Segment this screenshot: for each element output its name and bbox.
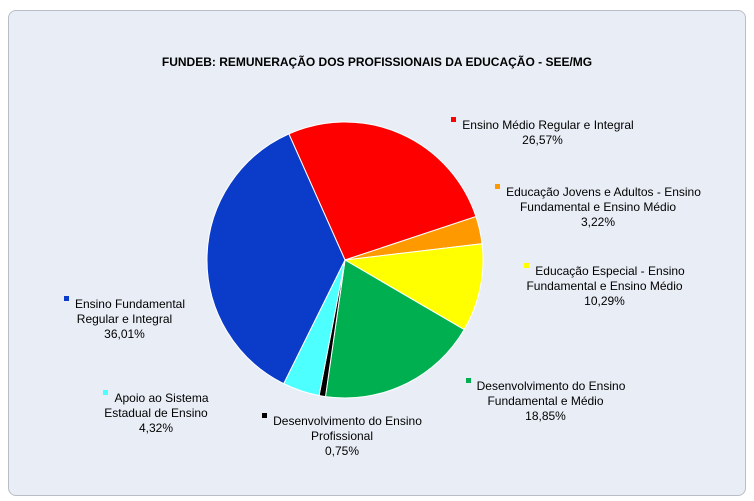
data-label: Educação Jovens e Adultos - Ensino Funda… — [468, 184, 728, 230]
value-label: 3,22% — [580, 215, 616, 229]
pie-slice — [206, 133, 346, 385]
chart-title: FUNDEB: REMUNERAÇÃO DOS PROFISSIONAIS DA… — [161, 55, 593, 69]
pie-slice — [288, 121, 477, 261]
category-label: Educação Jovens e Adultos - Ensino Funda… — [506, 185, 701, 214]
legend-marker — [524, 263, 530, 268]
data-label: Desenvolvimento do Ensino Fundamental e … — [438, 378, 653, 424]
data-label: Desenvolvimento do Ensino Profissional 0,… — [262, 413, 422, 459]
value-label: 0,75% — [324, 444, 360, 458]
value-label: 4,32% — [138, 421, 174, 435]
category-label: Apoio ao Sistema Estadual de Ensino — [104, 391, 209, 420]
data-label: Apoio ao Sistema Estadual de Ensino 4,32% — [80, 390, 232, 436]
value-label: 26,57% — [522, 133, 563, 147]
legend-marker — [495, 184, 501, 189]
legend-marker — [63, 296, 69, 301]
value-label: 10,29% — [584, 294, 625, 308]
label-name-line: Ensino Médio Regular e Integral — [425, 117, 660, 133]
pie-slice — [343, 243, 484, 331]
legend-marker — [262, 413, 268, 418]
label-name-line: Apoio ao Sistema Estadual de Ensino — [80, 390, 232, 421]
legend-marker — [465, 378, 471, 383]
label-name-line: Educação Especial - Ensino Fundamental e… — [497, 263, 712, 294]
category-label: Ensino Fundamental Regular e Integral — [74, 297, 186, 326]
label-name-line: Ensino Fundamental Regular e Integral — [52, 296, 197, 327]
value-label: 36,01% — [104, 327, 145, 341]
data-label: Ensino Fundamental Regular e Integral 36,… — [52, 296, 197, 342]
label-name-line: Desenvolvimento do Ensino Fundamental e … — [438, 378, 653, 409]
label-name-line: Desenvolvimento do Ensino Profissional — [262, 413, 422, 444]
category-label: Desenvolvimento do Ensino Fundamental e … — [476, 379, 626, 408]
legend-marker — [103, 390, 109, 395]
category-label: Ensino Médio Regular e Integral — [462, 118, 634, 132]
data-label: Ensino Médio Regular e Integral 26,57% — [425, 117, 660, 148]
label-name-line: Educação Jovens e Adultos - Ensino Funda… — [468, 184, 728, 215]
category-label: Educação Especial - Ensino Fundamental e… — [526, 264, 685, 293]
category-label: Desenvolvimento do Ensino Profissional — [273, 414, 422, 443]
legend-marker — [451, 117, 457, 122]
pie-slice — [324, 259, 465, 399]
value-label: 18,85% — [525, 409, 566, 423]
data-label: Educação Especial - Ensino Fundamental e… — [497, 263, 712, 309]
